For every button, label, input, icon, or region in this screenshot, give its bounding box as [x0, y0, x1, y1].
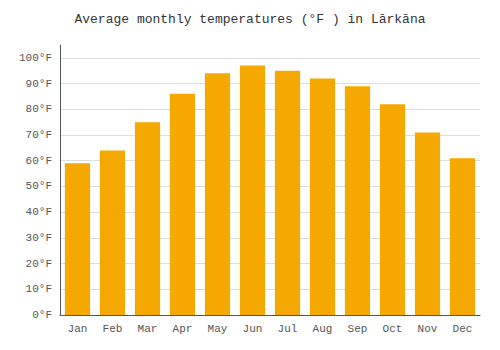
svg-text:Aug: Aug	[313, 323, 333, 335]
svg-text:30°F: 30°F	[26, 232, 52, 244]
svg-text:Jun: Jun	[243, 323, 263, 335]
svg-text:Dec: Dec	[453, 323, 473, 335]
svg-text:May: May	[208, 323, 228, 335]
svg-text:10°F: 10°F	[26, 283, 52, 295]
svg-text:60°F: 60°F	[26, 155, 52, 167]
svg-text:Apr: Apr	[173, 323, 193, 335]
svg-text:Mar: Mar	[138, 323, 158, 335]
svg-text:20°F: 20°F	[26, 258, 52, 270]
svg-text:100°F: 100°F	[19, 52, 52, 64]
svg-text:70°F: 70°F	[26, 129, 52, 141]
svg-text:Sep: Sep	[348, 323, 368, 335]
svg-text:50°F: 50°F	[26, 180, 52, 192]
svg-text:Jul: Jul	[278, 323, 298, 335]
svg-text:40°F: 40°F	[26, 206, 52, 218]
svg-text:Average monthly temperatures (: Average monthly temperatures (°F ) in Lā…	[74, 12, 425, 27]
svg-text:Feb: Feb	[103, 323, 123, 335]
svg-text:Nov: Nov	[418, 323, 438, 335]
svg-text:Jan: Jan	[68, 323, 88, 335]
svg-text:90°F: 90°F	[26, 78, 52, 90]
svg-text:Oct: Oct	[383, 323, 403, 335]
svg-text:80°F: 80°F	[26, 103, 52, 115]
svg-text:0°F: 0°F	[32, 309, 52, 321]
